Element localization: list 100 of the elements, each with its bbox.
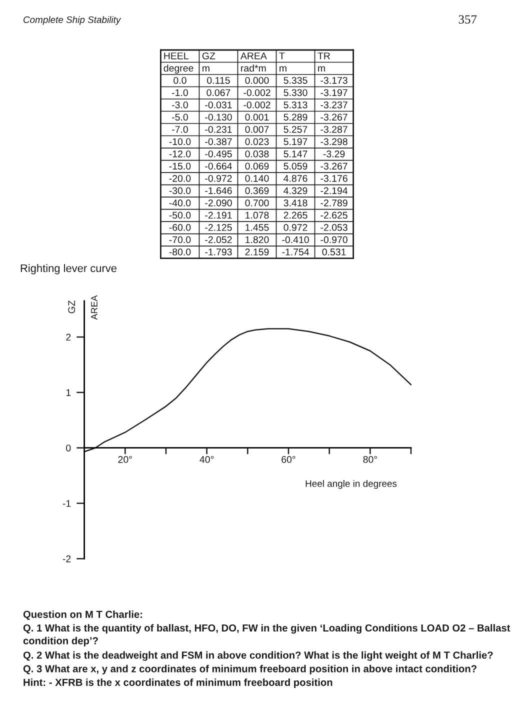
text: -80.0 — [169, 248, 191, 256]
line-series — [84, 328, 412, 452]
text: m — [202, 66, 210, 72]
text: 0.000 — [245, 76, 269, 84]
text: 0.115 — [207, 76, 230, 84]
text: -2.053 — [320, 224, 348, 231]
text: Q. 2 What is the deadweight and FSM in above condition? What is the light weight of M T Charlie? — [23, 651, 493, 661]
text: 0.001 — [245, 114, 269, 121]
text: 0.067 — [206, 89, 230, 96]
chart-title: Righting lever curve — [20, 264, 116, 274]
text: 0.140 — [245, 174, 269, 182]
text: -10.0 — [169, 138, 191, 146]
y-tick-label: 1 — [66, 389, 71, 396]
text: 4.876 — [284, 174, 308, 182]
text: -0.002 — [244, 101, 270, 108]
text: 3.418 — [284, 200, 308, 206]
text: -2.191 — [205, 212, 232, 219]
text: Q. 3 What are x, y and z coordinates of minimum freeboard position in above intact condition? — [23, 664, 476, 674]
text: 0.069 — [245, 162, 269, 170]
text: -0.495 — [205, 150, 232, 158]
text: rad*m — [241, 64, 266, 72]
text: -0.970 — [320, 236, 348, 244]
text: -0.231 — [205, 126, 232, 133]
y-tick-label: -2 — [62, 555, 71, 562]
text: 5.330 — [284, 89, 308, 96]
category-label: AREA — [240, 52, 267, 60]
x-axis-title: Heel angle in degrees — [306, 480, 397, 489]
text: -3.197 — [320, 89, 348, 96]
category-label: GZ — [202, 52, 216, 60]
text: 2.159 — [245, 248, 269, 256]
text: 4.329 — [284, 187, 308, 194]
text: Question on M T Charlie: — [23, 610, 142, 620]
text: -2.090 — [205, 200, 232, 206]
annotation: AREA — [91, 295, 98, 320]
text: -7.0 — [172, 126, 188, 133]
text: 357 — [458, 15, 477, 24]
text: -40.0 — [169, 200, 191, 206]
text: -2.125 — [205, 224, 232, 231]
text: -5.0 — [172, 114, 188, 121]
text: 2.265 — [284, 212, 308, 219]
y-tick-label: -1 — [62, 500, 71, 507]
text: -3.0 — [172, 101, 188, 108]
text: 5.289 — [284, 114, 308, 121]
text: 5.147 — [284, 150, 308, 158]
text: -1.793 — [205, 248, 232, 256]
y-tick-label: 0 — [66, 444, 71, 452]
text: -3.29 — [323, 150, 345, 158]
text: 0.369 — [245, 187, 269, 194]
text: 5.197 — [284, 138, 308, 146]
text: m — [318, 66, 325, 72]
text: -1.754 — [282, 248, 310, 256]
text: -15.0 — [169, 162, 191, 170]
text: -0.972 — [205, 174, 232, 182]
text: 5.257 — [284, 126, 308, 133]
text: -3.267 — [320, 114, 348, 121]
text: -2.789 — [320, 200, 348, 206]
y-tick-label: 2 — [66, 334, 71, 341]
text: -60.0 — [169, 224, 191, 231]
text: m — [280, 66, 286, 72]
text: 5.313 — [284, 101, 308, 108]
text: -30.0 — [169, 187, 191, 194]
x-tick-label: 80° — [363, 456, 377, 463]
x-tick-label: 60° — [282, 456, 296, 463]
text: 1.820 — [246, 236, 269, 244]
category-label: HEEL — [164, 52, 188, 60]
text: degree — [164, 64, 194, 74]
text: 1.078 — [246, 212, 269, 219]
text: 1.455 — [246, 224, 269, 231]
text: 0.038 — [245, 150, 269, 158]
text: -0.002 — [244, 89, 270, 96]
text: 0.0 — [174, 76, 186, 84]
text: -3.267 — [320, 162, 348, 170]
text: 0.023 — [245, 138, 269, 146]
text: -0.387 — [205, 138, 232, 146]
text: -3.237 — [320, 101, 348, 108]
text: -20.0 — [169, 174, 191, 182]
text: -70.0 — [169, 236, 191, 244]
text: -0.410 — [282, 236, 309, 244]
text: -0.664 — [205, 162, 232, 170]
text: 0.972 — [284, 224, 308, 231]
text: Hint: - XFRB is the x coordinates of minimum freeboard position — [24, 678, 332, 688]
text: Complete Ship Stability — [24, 16, 122, 25]
text: -1.0 — [172, 89, 188, 96]
text: 0.531 — [322, 248, 346, 256]
x-tick-label: 40° — [200, 456, 214, 463]
text: -2.625 — [320, 212, 348, 219]
text: 5.335 — [284, 76, 308, 84]
text: -2.194 — [320, 187, 348, 194]
category-label: T — [279, 52, 285, 60]
y-axis-title: GZ — [68, 300, 76, 314]
text: 5.059 — [284, 162, 308, 170]
text: -1.646 — [205, 187, 232, 194]
text: -3.173 — [320, 76, 348, 84]
text: -2.052 — [205, 236, 232, 244]
text: Q. 1 What is the quantity of ballast, HFO, DO, FW in the given ‘Loading Conditions LOAD O2 – Ballast condition dep’? — [23, 624, 510, 646]
text: 0.700 — [245, 200, 269, 206]
category-label: TR — [318, 52, 330, 60]
text: -3.287 — [320, 126, 348, 133]
text: -3.298 — [320, 138, 348, 146]
text: 0.007 — [245, 126, 269, 133]
